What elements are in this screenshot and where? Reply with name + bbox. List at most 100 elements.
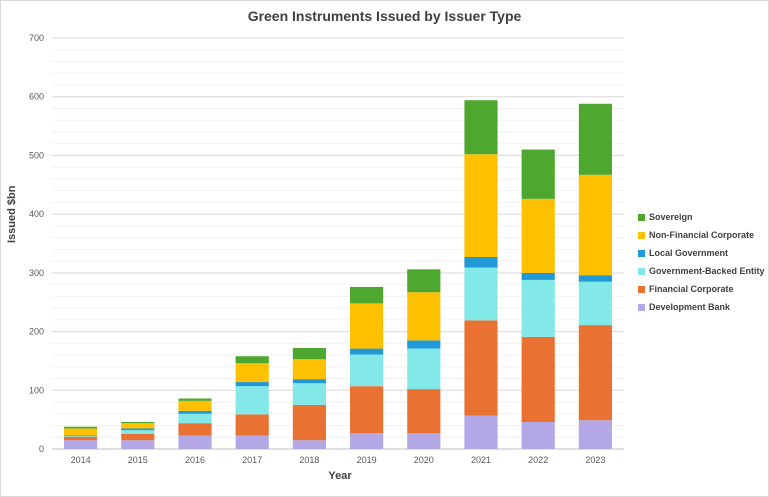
y-tick-label: 100 [29,385,44,395]
bar-segment [578,275,612,282]
bar-segment [407,269,441,293]
legend-item: Financial Corporate [638,280,765,298]
x-tick-label: 2014 [71,455,91,465]
x-tick-label: 2016 [185,455,205,465]
bar-segment [178,423,212,436]
bar-segment [521,149,555,199]
bar-segment [64,434,98,436]
bar-segment [521,421,555,449]
bar-segment [292,379,326,384]
bar-segment [464,154,498,258]
bar-segment [121,428,155,431]
legend-item: Local Government [638,244,765,262]
legend-item: Non-Financial Corporate [638,226,765,244]
bar-segment [178,410,212,414]
legend-swatch [638,213,645,221]
bar-segment [464,257,498,268]
bar-segment [64,426,98,429]
x-tick-label: 2015 [128,455,148,465]
legend-item: Government-Backed Entity [638,262,765,280]
bar-segment [292,359,326,380]
bar-segment [578,325,612,421]
bar-segment [350,303,384,349]
bar-segment [292,383,326,405]
y-tick-label: 400 [29,209,44,219]
legend-item: Development Bank [638,298,765,316]
bar-segment [464,320,498,416]
bar-segment [64,428,98,435]
bar-segment [121,433,155,441]
bar-segment [578,281,612,326]
bar-segment [521,272,555,280]
bar-segment [350,286,384,304]
x-tick-label: 2022 [528,455,548,465]
bar-segment [407,292,441,341]
bar-segment [521,198,555,273]
bar-segment [350,348,384,355]
bar-segment [235,386,269,415]
bar-segment [407,348,441,390]
bar-segment [292,440,326,449]
bar-segment [407,389,441,434]
bar-segment [464,415,498,449]
bar-segment [407,433,441,449]
bar-segment [64,435,98,437]
bar-segment [178,413,212,424]
legend-swatch [638,303,645,311]
y-tick-label: 0 [39,444,44,454]
x-tick-label: 2019 [357,455,377,465]
bar-segment [178,435,212,449]
chart-title: Green Instruments Issued by Issuer Type [247,8,522,24]
legend-label: Financial Corporate [649,284,734,294]
x-tick-label: 2023 [585,455,605,465]
legend-swatch [638,249,645,257]
y-tick-label: 500 [29,150,44,160]
bar-segment [121,440,155,449]
bar-segment [121,423,155,429]
legend-item: Sovereign [638,208,765,226]
bar-segment [235,382,269,387]
x-tick-label: 2017 [242,455,262,465]
y-tick-label: 300 [29,268,44,278]
bar-segment [350,354,384,387]
bar-segment [64,436,98,441]
legend-label: Development Bank [649,302,731,312]
y-tick-label: 700 [29,33,44,43]
bar-segment [407,340,441,349]
bar-segment [292,404,326,441]
bar-segment [292,348,326,360]
bar-segment [121,421,155,424]
bar-segment [235,363,269,383]
bar-segment [235,435,269,449]
legend-label: Non-Financial Corporate [649,230,755,240]
bar-segment [178,398,212,401]
bar-segment [464,100,498,155]
bar-segment [464,267,498,321]
bar-segment [578,103,612,175]
bar-segment [64,440,98,449]
bar-segment [521,279,555,337]
legend-swatch [638,285,645,293]
bar-segment [178,400,212,411]
bar-segment [521,336,555,422]
bar-segment [121,430,155,434]
bar-segment [235,414,269,436]
legend: Sovereign Non-Financial Corporate Local Go… [638,208,765,316]
legend-label: Local Government [649,248,729,258]
y-tick-label: 600 [29,92,44,102]
legend-swatch [638,231,645,239]
x-tick-label: 2020 [414,455,434,465]
legend-swatch [638,267,645,275]
x-tick-label: 2021 [471,455,491,465]
bar-segment [235,356,269,364]
bar-segment [350,386,384,434]
y-tick-label: 200 [29,327,44,337]
x-axis-label: Year [328,470,352,482]
legend-label: Sovereign [649,212,693,222]
bar-segment [578,420,612,449]
bar-segment [350,433,384,449]
bar-segment [578,174,612,276]
legend-label: Government-Backed Entity [649,266,765,276]
x-tick-label: 2018 [299,455,319,465]
